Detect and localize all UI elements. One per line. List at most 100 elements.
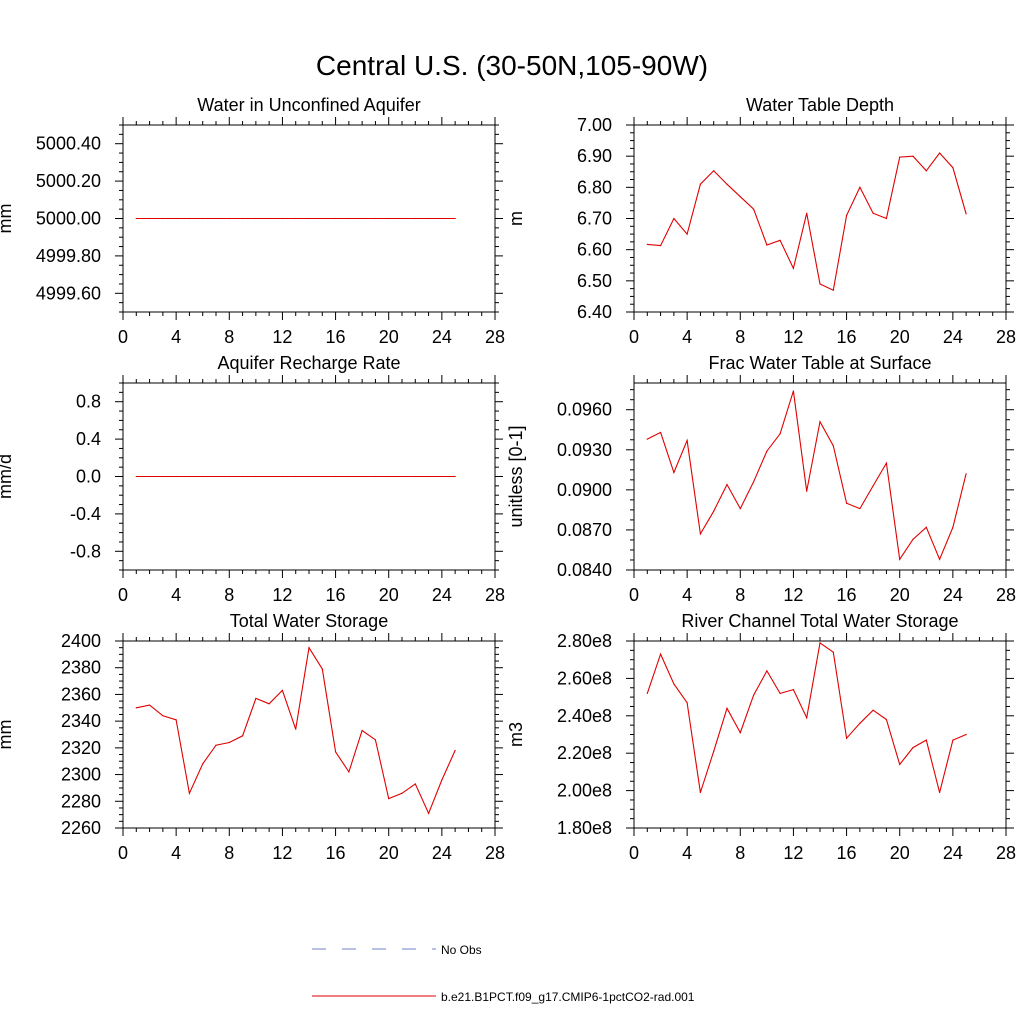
y-tick-label: 5000.40 — [36, 134, 101, 154]
data-point — [752, 208, 755, 210]
data-point — [374, 739, 377, 741]
data-point — [713, 510, 715, 512]
chart-panel: Frac Water Table at Surface unitless [0-1… — [506, 353, 1016, 605]
x-tick-label: 8 — [735, 327, 745, 347]
data-point — [441, 475, 443, 478]
x-tick-label: 20 — [890, 585, 910, 605]
data-point — [295, 728, 297, 730]
data-point — [268, 703, 270, 705]
data-point — [646, 438, 648, 440]
x-tick-label: 12 — [272, 585, 292, 605]
chart-panel: Total Water Storage mm 0 4 8 12 16 20 24 28 2260 22… — [0, 611, 505, 863]
x-tick-label: 28 — [996, 843, 1016, 863]
legend-model-label: b.e21.B1PCT.f09_g17.CMIP6-1pctCO2-rad.00… — [441, 990, 695, 1004]
data-point — [899, 558, 901, 560]
data-point — [401, 792, 403, 794]
data-point — [321, 475, 323, 478]
data-point — [699, 791, 702, 794]
x-tick-label: 28 — [485, 327, 505, 347]
data-point — [427, 475, 430, 478]
data-point — [726, 707, 728, 709]
data-point — [938, 791, 941, 794]
y-axis-label: m — [506, 211, 526, 226]
y-tick-label: 6.80 — [577, 177, 612, 197]
data-point — [779, 433, 781, 435]
data-point — [135, 475, 137, 478]
y-tick-label: 0.4 — [76, 429, 101, 449]
data-point — [659, 245, 662, 247]
y-axis-label: mm — [0, 204, 15, 234]
data-point — [806, 212, 808, 214]
y-axis-label: unitless [0-1] — [506, 425, 526, 527]
data-point — [414, 783, 416, 785]
data-point — [241, 735, 244, 737]
data-point — [401, 217, 403, 220]
data-point — [241, 217, 244, 220]
data-point — [374, 217, 377, 220]
data-point — [361, 475, 363, 478]
data-point — [308, 217, 310, 220]
y-tick-label: 6.50 — [577, 271, 612, 291]
data-point — [175, 719, 177, 721]
data-point — [739, 732, 741, 734]
data-point — [925, 170, 927, 172]
data-point — [414, 475, 416, 478]
data-point — [215, 744, 217, 746]
data-point — [686, 439, 688, 442]
data-point — [308, 475, 310, 478]
data-point — [361, 729, 363, 732]
data-point — [202, 217, 204, 220]
x-tick-label: 16 — [837, 843, 857, 863]
x-tick-label: 12 — [272, 327, 292, 347]
data-point — [859, 507, 861, 510]
data-point — [779, 239, 781, 241]
x-tick-label: 16 — [837, 585, 857, 605]
data-point — [401, 475, 403, 478]
y-tick-label: 2380 — [61, 658, 101, 678]
y-tick-label: 2360 — [61, 684, 101, 704]
x-tick-label: 24 — [943, 843, 963, 863]
data-point — [188, 217, 191, 220]
data-point — [281, 689, 284, 692]
data-point — [188, 792, 191, 794]
data-point — [845, 502, 848, 504]
data-point — [872, 212, 874, 214]
x-tick-label: 8 — [224, 585, 234, 605]
x-tick-label: 4 — [171, 585, 181, 605]
data-point — [872, 709, 874, 711]
data-point — [454, 475, 456, 478]
data-point — [135, 217, 137, 220]
data-point — [792, 390, 795, 392]
y-tick-label: 2340 — [61, 711, 101, 731]
data-point — [454, 749, 456, 752]
data-point — [766, 670, 768, 672]
data-point — [819, 642, 821, 644]
data-point — [912, 538, 914, 540]
data-point — [965, 473, 967, 475]
y-tick-label: 2.80e8 — [557, 631, 612, 651]
x-tick-label: 4 — [682, 327, 692, 347]
data-point — [374, 475, 377, 478]
data-point — [646, 243, 648, 245]
data-point — [673, 217, 675, 220]
data-point — [699, 183, 702, 185]
y-tick-label: 2260 — [61, 818, 101, 838]
x-tick-label: 0 — [118, 327, 128, 347]
y-tick-label: 0.0 — [76, 467, 101, 487]
data-point — [885, 217, 888, 220]
y-tick-label: 2.00e8 — [557, 781, 612, 801]
x-tick-label: 0 — [629, 843, 639, 863]
data-point — [938, 558, 941, 560]
series-line — [647, 390, 967, 561]
data-point — [925, 526, 927, 528]
y-tick-label: -0.8 — [70, 541, 101, 561]
data-point — [321, 668, 323, 670]
data-point — [427, 217, 430, 220]
data-point — [268, 217, 270, 220]
y-tick-label: 6.70 — [577, 209, 612, 229]
x-tick-label: 12 — [783, 843, 803, 863]
data-point — [228, 217, 230, 220]
data-point — [686, 702, 688, 704]
data-point — [334, 217, 337, 220]
x-tick-label: 24 — [432, 585, 452, 605]
